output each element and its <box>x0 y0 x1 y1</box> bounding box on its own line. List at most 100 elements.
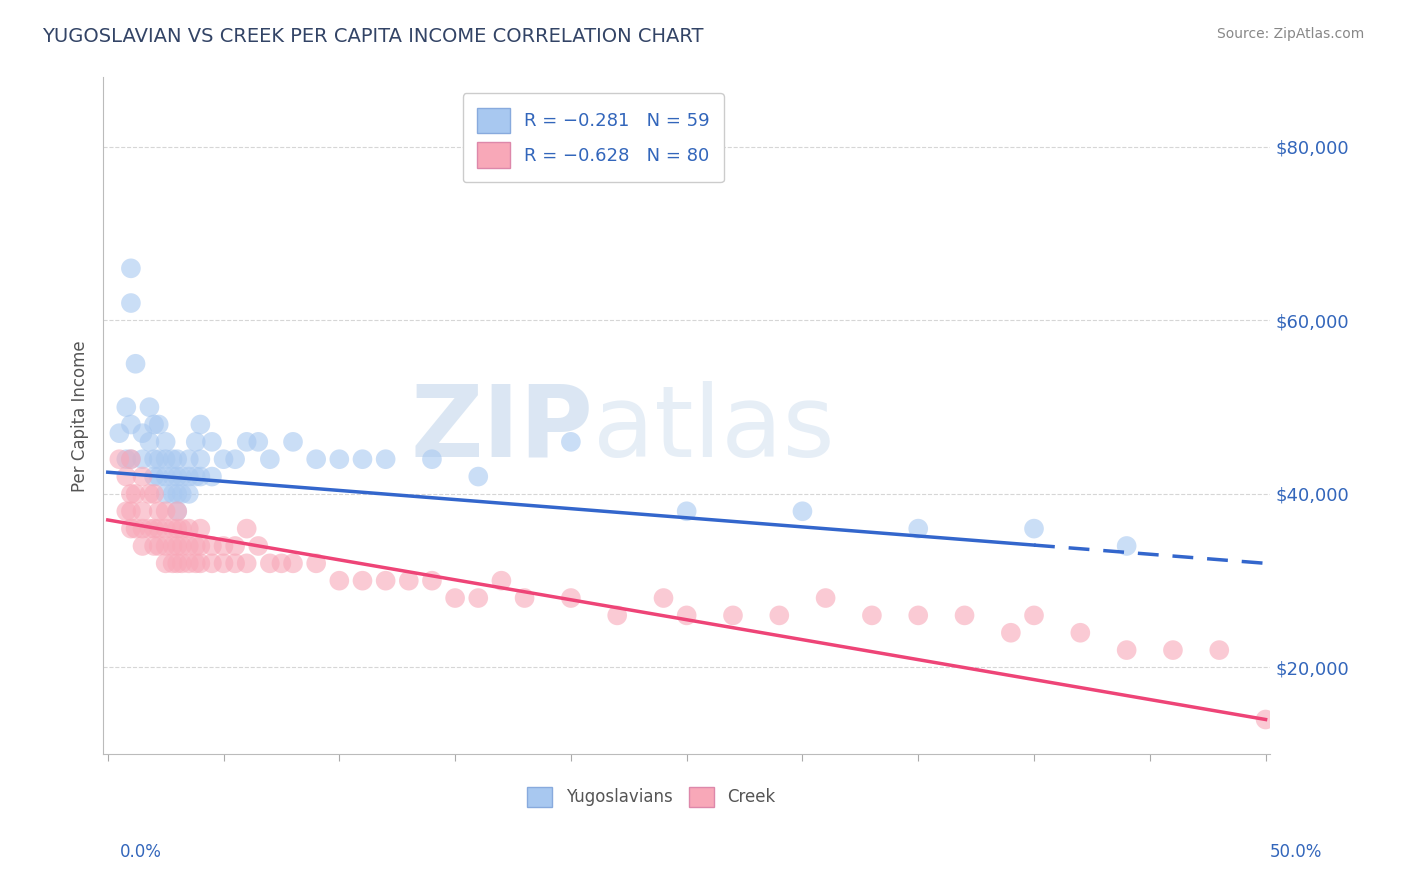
Point <box>860 608 883 623</box>
Point <box>1115 539 1137 553</box>
Text: YUGOSLAVIAN VS CREEK PER CAPITA INCOME CORRELATION CHART: YUGOSLAVIAN VS CREEK PER CAPITA INCOME C… <box>42 27 703 45</box>
Point <box>170 539 193 553</box>
Point <box>352 452 374 467</box>
Point <box>143 487 166 501</box>
Point <box>170 522 193 536</box>
Point <box>328 452 350 467</box>
Point <box>124 487 146 501</box>
Point <box>352 574 374 588</box>
Point <box>235 557 257 571</box>
Point <box>124 522 146 536</box>
Point <box>162 557 184 571</box>
Point <box>138 434 160 449</box>
Text: ZIP: ZIP <box>411 381 593 478</box>
Point <box>420 452 443 467</box>
Point <box>201 469 224 483</box>
Point <box>606 608 628 623</box>
Point <box>270 557 292 571</box>
Point <box>143 539 166 553</box>
Point <box>398 574 420 588</box>
Point <box>162 539 184 553</box>
Point <box>201 434 224 449</box>
Text: Source: ZipAtlas.com: Source: ZipAtlas.com <box>1216 27 1364 41</box>
Point <box>131 539 153 553</box>
Point <box>224 452 246 467</box>
Point <box>247 539 270 553</box>
Point <box>814 591 837 605</box>
Point <box>184 434 207 449</box>
Point <box>652 591 675 605</box>
Point <box>1115 643 1137 657</box>
Point <box>444 591 467 605</box>
Point <box>166 504 188 518</box>
Point <box>281 434 304 449</box>
Point <box>374 574 396 588</box>
Point <box>120 261 142 276</box>
Point <box>155 452 177 467</box>
Point <box>162 452 184 467</box>
Point <box>115 400 138 414</box>
Text: atlas: atlas <box>593 381 835 478</box>
Point <box>120 452 142 467</box>
Point <box>259 452 281 467</box>
Point <box>148 539 170 553</box>
Point <box>155 539 177 553</box>
Point <box>148 504 170 518</box>
Point <box>224 557 246 571</box>
Point <box>143 417 166 432</box>
Point <box>108 426 131 441</box>
Point <box>177 539 200 553</box>
Point <box>259 557 281 571</box>
Point <box>131 504 153 518</box>
Point <box>212 539 235 553</box>
Point <box>155 522 177 536</box>
Text: 0.0%: 0.0% <box>120 843 162 861</box>
Point <box>115 469 138 483</box>
Point <box>212 452 235 467</box>
Point <box>131 426 153 441</box>
Point <box>162 487 184 501</box>
Point <box>907 522 929 536</box>
Point <box>201 557 224 571</box>
Point <box>115 504 138 518</box>
Point <box>1254 713 1277 727</box>
Point <box>166 487 188 501</box>
Point <box>491 574 513 588</box>
Point <box>166 504 188 518</box>
Point <box>170 557 193 571</box>
Point <box>1022 522 1045 536</box>
Point <box>675 504 697 518</box>
Point <box>177 469 200 483</box>
Point <box>177 487 200 501</box>
Point <box>143 469 166 483</box>
Point <box>190 469 212 483</box>
Point <box>148 469 170 483</box>
Point <box>166 539 188 553</box>
Point <box>155 434 177 449</box>
Point <box>235 522 257 536</box>
Point <box>247 434 270 449</box>
Point <box>120 487 142 501</box>
Point <box>138 487 160 501</box>
Point <box>328 574 350 588</box>
Point <box>184 557 207 571</box>
Point <box>148 452 170 467</box>
Point <box>166 469 188 483</box>
Point <box>374 452 396 467</box>
Point <box>148 522 170 536</box>
Point <box>675 608 697 623</box>
Point <box>115 452 138 467</box>
Point <box>792 504 814 518</box>
Point <box>184 539 207 553</box>
Point <box>143 452 166 467</box>
Point <box>120 522 142 536</box>
Point <box>768 608 790 623</box>
Point <box>513 591 536 605</box>
Point <box>560 591 582 605</box>
Point <box>281 557 304 571</box>
Legend: Yugoslavians, Creek: Yugoslavians, Creek <box>520 780 783 814</box>
Point <box>1161 643 1184 657</box>
Point <box>155 487 177 501</box>
Point <box>131 452 153 467</box>
Point <box>108 452 131 467</box>
